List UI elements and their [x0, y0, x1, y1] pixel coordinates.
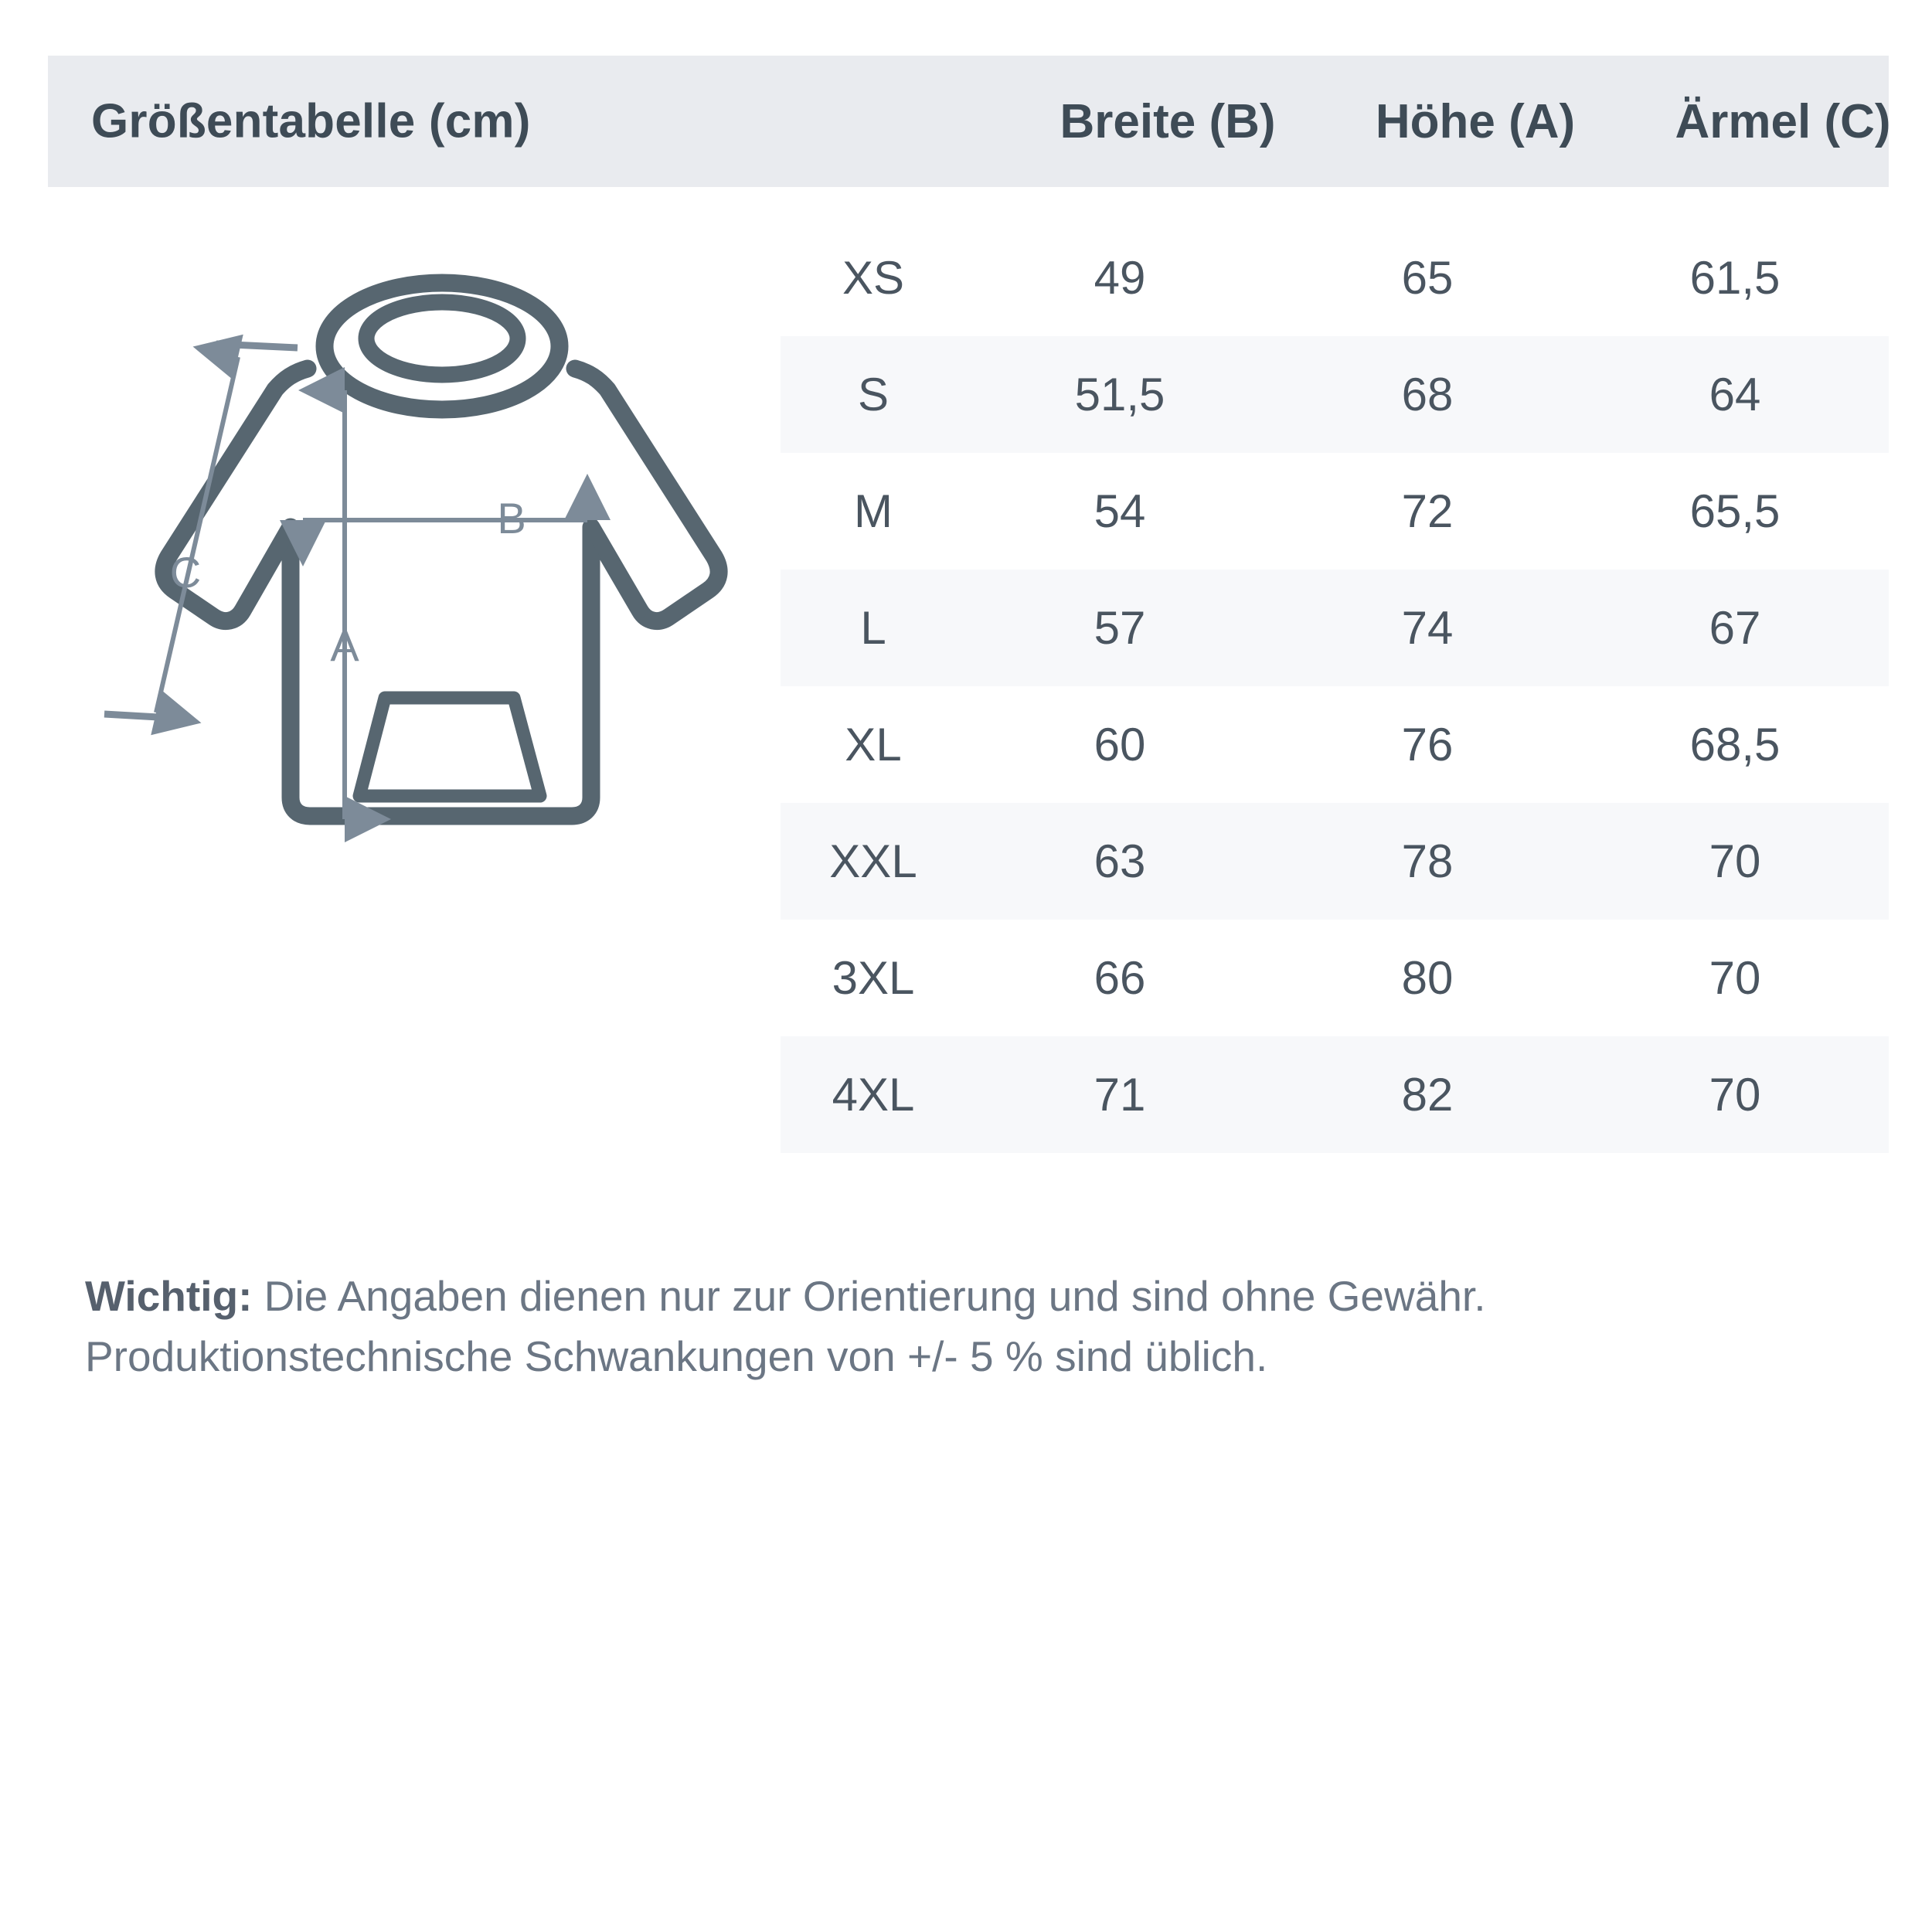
cell-aermel: 70	[1709, 1069, 1761, 1121]
table-row[interactable]: S 51,5 68 64	[781, 336, 1889, 453]
dimension-c-tick-bottom	[104, 710, 186, 723]
column-header-breite: Breite (B)	[1060, 94, 1276, 148]
cell-breite: 63	[1094, 835, 1146, 887]
dimension-c-label: C	[170, 548, 201, 597]
cell-breite: 49	[1094, 252, 1146, 304]
cell-breite: 71	[1094, 1069, 1146, 1121]
dimension-c	[104, 334, 298, 736]
cell-aermel: 70	[1709, 835, 1761, 887]
cell-size: XS	[842, 252, 905, 304]
cell-aermel: 68,5	[1689, 719, 1781, 770]
cell-breite: 66	[1094, 952, 1146, 1004]
cell-size: XXL	[829, 835, 917, 887]
dimension-c-tick-top	[216, 340, 298, 352]
cell-aermel: 65,5	[1689, 485, 1781, 537]
cell-aermel: 61,5	[1689, 252, 1781, 304]
dimension-a-label: A	[330, 621, 359, 670]
cell-size: S	[857, 369, 889, 420]
table-header-band: Größentabelle (cm) Breite (B) Höhe (A) Ä…	[48, 56, 1891, 187]
cell-size: L	[860, 602, 886, 654]
cell-breite: 57	[1094, 602, 1146, 654]
cell-hoehe: 68	[1401, 369, 1454, 420]
hoodie-diagram: A B C	[62, 224, 757, 842]
page-title: Größentabelle (cm)	[91, 94, 531, 148]
cell-hoehe: 78	[1401, 835, 1454, 887]
cell-breite: 60	[1094, 719, 1146, 770]
table-row[interactable]: XS 49 65 61,5	[781, 219, 1889, 336]
cell-hoehe: 82	[1401, 1069, 1454, 1121]
disclaimer-line1: Die Angaben dienen nur zur Orientierung …	[252, 1272, 1486, 1320]
disclaimer-note: Wichtig: Die Angaben dienen nur zur Orie…	[85, 1266, 1862, 1386]
cell-size: M	[854, 485, 893, 537]
dimension-b-label: B	[497, 494, 526, 543]
disclaimer-line2: Produktionstechnische Schwankungen von +…	[85, 1332, 1268, 1381]
dimension-c-line	[151, 334, 243, 736]
cell-hoehe: 76	[1401, 719, 1454, 770]
cell-aermel: 64	[1709, 369, 1761, 420]
cell-breite: 51,5	[1074, 369, 1165, 420]
hoodie-outline-icon	[155, 274, 728, 825]
cell-aermel: 70	[1709, 952, 1761, 1004]
table-row[interactable]: XL 60 76 68,5	[781, 686, 1889, 803]
table-row[interactable]: 3XL 66 80 70	[781, 920, 1889, 1036]
cell-aermel: 67	[1709, 602, 1761, 654]
cell-size: 3XL	[832, 952, 915, 1004]
cell-hoehe: 74	[1401, 602, 1454, 654]
kangaroo-pocket-icon	[352, 691, 547, 803]
cell-size: XL	[845, 719, 902, 770]
cell-hoehe: 72	[1401, 485, 1454, 537]
hood-inner-icon	[358, 294, 526, 383]
table-row[interactable]: XXL 63 78 70	[781, 803, 1889, 920]
size-table-body: XS 49 65 61,5 S 51,5 68 64 M 54 72 65,5 …	[781, 219, 1889, 1153]
hood-outer-icon	[315, 274, 569, 419]
cell-size: 4XL	[832, 1069, 915, 1121]
column-header-row: Breite (B) Höhe (A) Ärmel (C)	[828, 56, 1932, 187]
column-header-hoehe: Höhe (A)	[1375, 94, 1576, 148]
cell-hoehe: 80	[1401, 952, 1454, 1004]
table-row[interactable]: M 54 72 65,5	[781, 453, 1889, 570]
cell-breite: 54	[1094, 485, 1146, 537]
table-row[interactable]: L 57 74 67	[781, 570, 1889, 686]
disclaimer-strong: Wichtig:	[85, 1272, 253, 1320]
column-header-aermel: Ärmel (C)	[1675, 94, 1891, 148]
table-row[interactable]: 4XL 71 82 70	[781, 1036, 1889, 1153]
cell-hoehe: 65	[1401, 252, 1454, 304]
